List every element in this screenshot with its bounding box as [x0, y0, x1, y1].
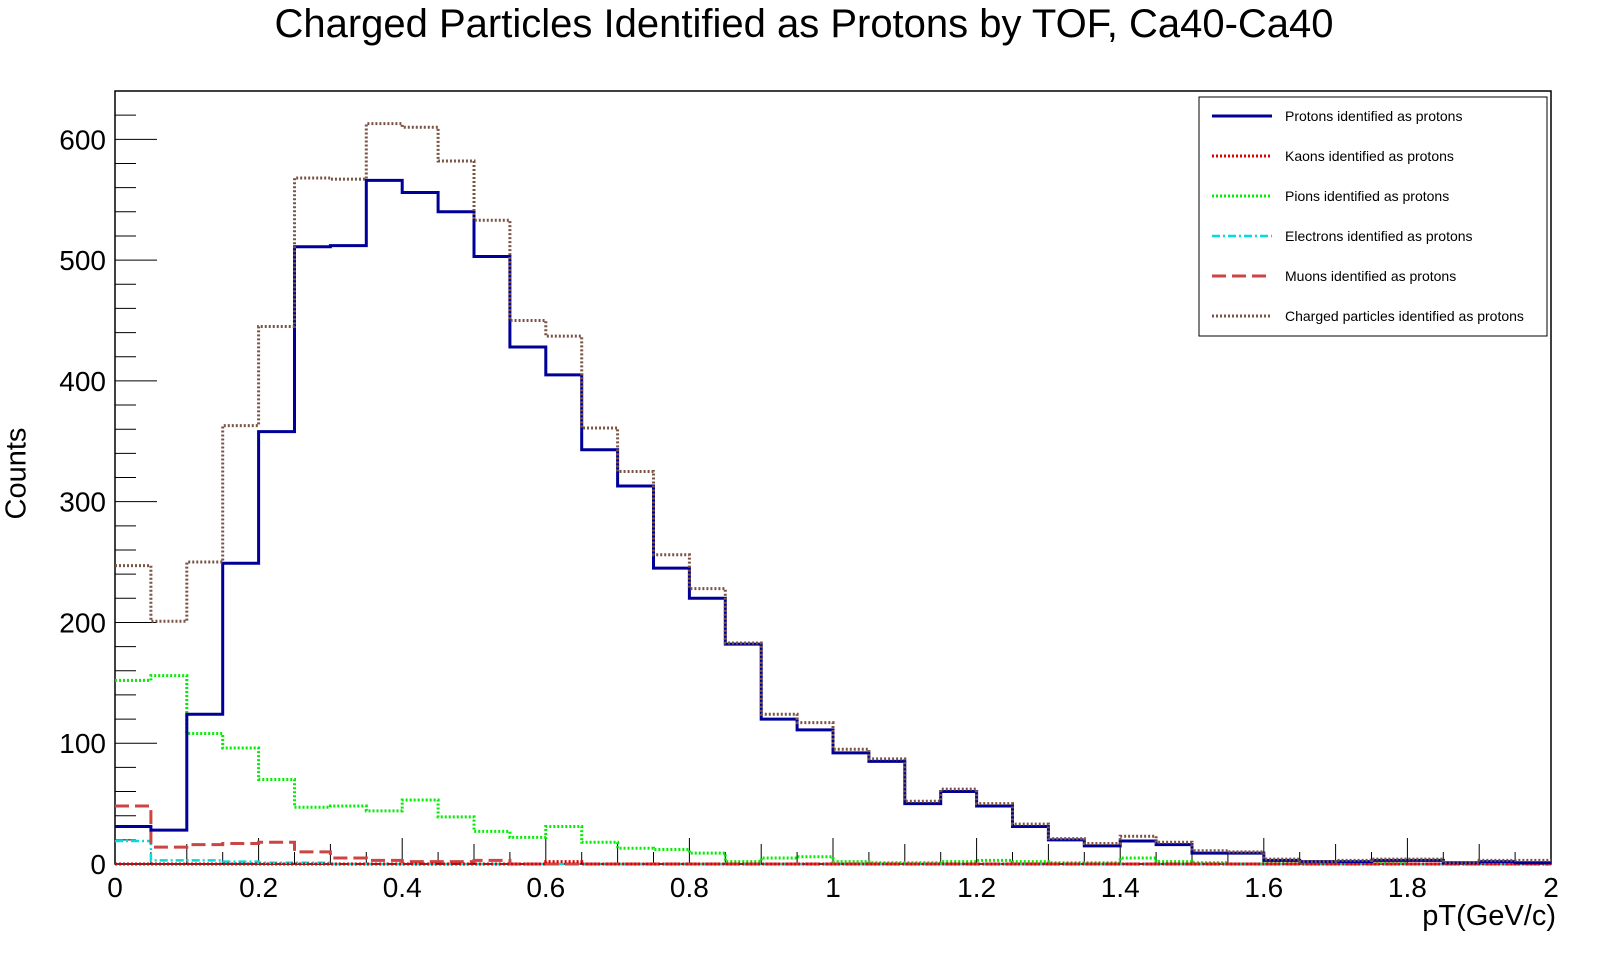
series-line-0: [115, 178, 1551, 865]
x-tick-label: 1.6: [1244, 872, 1283, 903]
y-tick-label: 200: [59, 607, 106, 638]
y-tick-label: 0: [90, 849, 106, 880]
x-tick-label: 0: [107, 872, 123, 903]
legend-label-2: Pions identified as protons: [1285, 188, 1449, 204]
chart-title: Charged Particles Identified as Protons …: [274, 2, 1334, 46]
y-tick-label: 500: [59, 245, 106, 276]
y-axis: 0 100 200 300 400 500 600: [59, 114, 157, 880]
x-tick-label: 1: [825, 872, 841, 903]
x-axis: 0 0.2 0.4 0.6 0.8 1 1.2 1.4 1.6 1.8 2: [107, 838, 1559, 903]
x-tick-label: 0.2: [239, 872, 278, 903]
x-tick-label: 1.8: [1388, 872, 1427, 903]
legend-label-5: Charged particles identified as protons: [1285, 308, 1524, 324]
y-tick-label: 400: [59, 366, 106, 397]
x-tick-label: 0.8: [670, 872, 709, 903]
x-tick-label: 0.4: [383, 872, 422, 903]
series-line-5: [115, 122, 1551, 865]
y-tick-label: 600: [59, 124, 106, 155]
legend-label-4: Muons identified as protons: [1285, 268, 1456, 284]
x-tick-label: 0.6: [526, 872, 565, 903]
x-tick-label: 2: [1543, 872, 1559, 903]
legend-label-3: Electrons identified as protons: [1285, 228, 1473, 244]
x-tick-label: 1.2: [957, 872, 996, 903]
series-line-2: [115, 674, 1551, 866]
x-tick-label: 1.4: [1101, 872, 1140, 903]
legend-box: [1198, 96, 1548, 337]
legend: Protons identified as protons Kaons ident…: [1198, 96, 1548, 337]
series-line-1: [115, 860, 1551, 866]
x-axis-label: pT(GeV/c): [1422, 900, 1556, 932]
legend-label-0: Protons identified as protons: [1285, 108, 1462, 124]
y-tick-label: 300: [59, 487, 106, 518]
legend-label-1: Kaons identified as protons: [1285, 148, 1454, 164]
series-layer: [115, 122, 1551, 866]
y-tick-label: 100: [59, 728, 106, 759]
